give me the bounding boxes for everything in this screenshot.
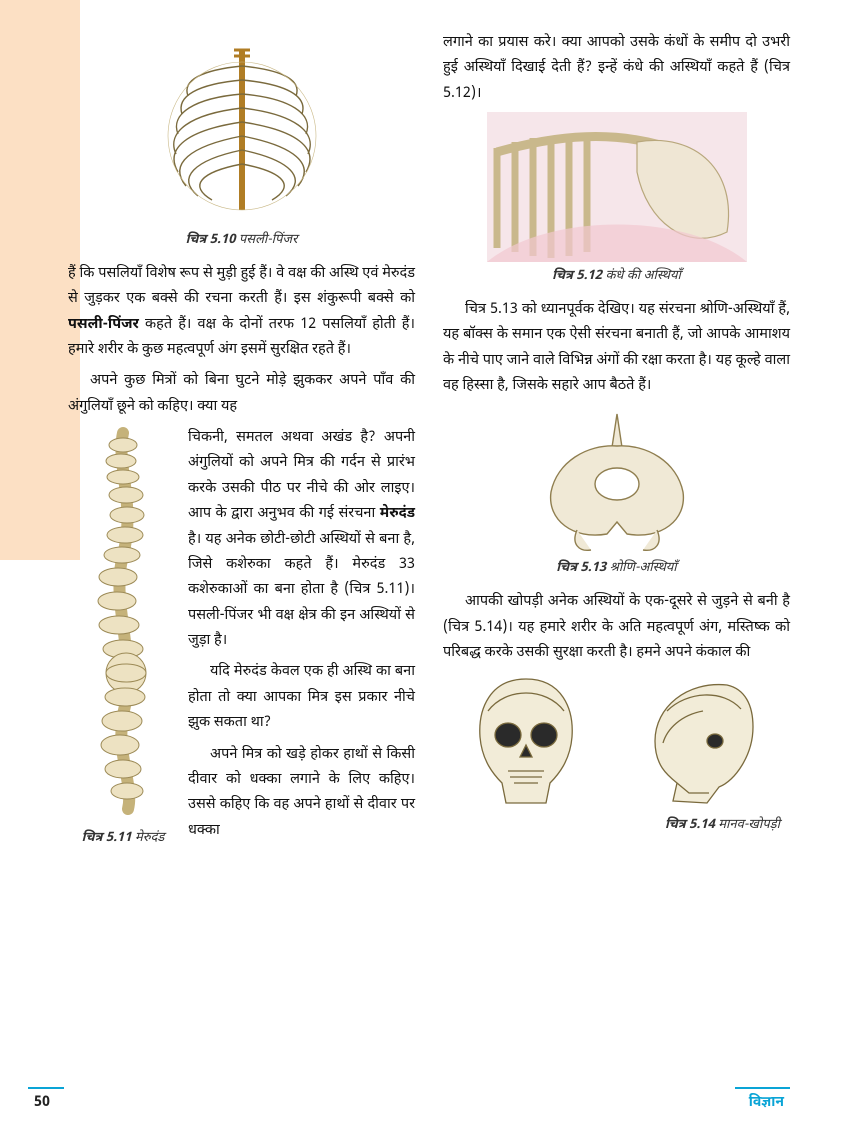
ribcage-illustration [142,36,342,226]
pelvis-illustration [517,404,717,554]
subject-label: विज्ञान [735,1087,790,1112]
skull-front [466,671,586,811]
page-footer: 50 विज्ञान [28,1087,790,1112]
caption-5-10-num: चित्र 5.10 [186,232,236,249]
figure-ribcage [68,36,415,226]
page-number: 50 [28,1087,64,1112]
right-column: लगाने का प्रयास करे। क्या आपको उसके कंधो… [443,30,790,1030]
caption-5-10: चित्र 5.10 पसली-पिंजर [68,230,415,253]
para-skull: आपकी खोपड़ी अनेक अस्थियों के एक-दूसरे से… [443,589,790,665]
spine-block: चित्र 5.11 मेरुदंड चिकनी, समतल अथवा अखंड… [68,425,415,859]
caption-5-13: चित्र 5.13 श्रोणि-अस्थियाँ [443,558,790,581]
caption-5-14: चित्र 5.14 मानव-खोपड़ी [443,815,780,838]
left-column: चित्र 5.10 पसली-पिंजर हैं कि पसलियाँ विश… [28,30,415,1030]
spine-text: चिकनी, समतल अथवा अखंड है? अपनी अंगुलियों… [188,425,415,859]
figure-spine: चित्र 5.11 मेरुदंड [68,425,178,859]
figure-pelvis [443,404,790,554]
content-columns: चित्र 5.10 पसली-पिंजर हैं कि पसलियाँ विश… [28,30,790,1030]
para-pelvis: चित्र 5.13 को ध्यानपूर्वक देखिए। यह संरच… [443,297,790,399]
spine-illustration [68,425,178,815]
para-shoulder: लगाने का प्रयास करे। क्या आपको उसके कंधो… [443,30,790,106]
shoulder-illustration [487,112,747,262]
skull-side [637,671,767,811]
figure-skull [443,671,790,811]
caption-5-10-text: पसली-पिंजर [239,232,298,249]
para-bend-intro: अपने कुछ मित्रों को बिना घुटने मोड़े झुक… [68,368,415,419]
caption-5-12: चित्र 5.12 कंधे की अस्थियाँ [443,266,790,289]
figure-shoulder [443,112,790,262]
para-ribcage: हैं कि पसलियाँ विशेष रूप से मुड़ी हुई है… [68,261,415,363]
caption-5-11: चित्र 5.11 मेरुदंड [68,828,178,851]
